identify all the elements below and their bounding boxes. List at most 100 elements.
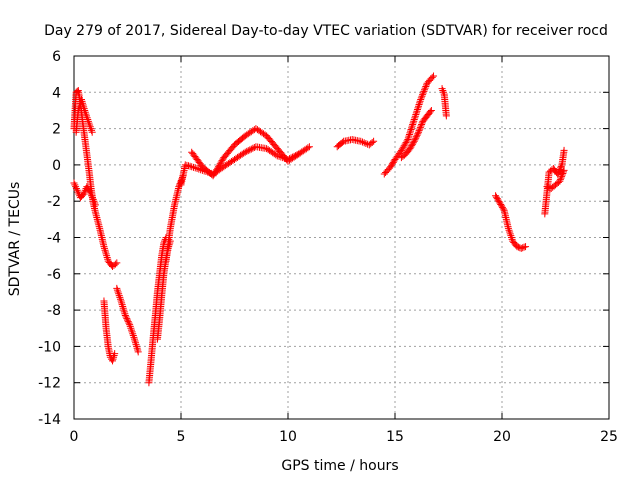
data-point: [559, 169, 567, 177]
data-point: [134, 348, 142, 356]
data-point: [411, 112, 419, 120]
data-point: [556, 164, 564, 172]
data-point: [413, 107, 421, 115]
data-point: [557, 174, 565, 182]
data-point: [134, 346, 142, 354]
data-point: [415, 102, 423, 110]
data-point: [421, 84, 429, 92]
data-point: [79, 99, 87, 107]
data-point: [417, 122, 425, 130]
x-tick-label: 25: [600, 429, 618, 445]
y-tick-label: -8: [47, 303, 61, 319]
data-point: [408, 122, 416, 130]
data-point: [246, 146, 254, 154]
data-point: [86, 188, 94, 196]
data-point: [295, 150, 303, 158]
chart-title: Day 279 of 2017, Sidereal Day-to-day VTE…: [44, 23, 608, 39]
data-point: [412, 111, 420, 119]
data-point: [519, 244, 527, 252]
data-point: [132, 341, 140, 349]
data-point: [119, 304, 127, 312]
series-arc-d: [100, 297, 119, 365]
data-point: [109, 355, 117, 363]
data-point: [554, 170, 562, 178]
data-point: [84, 117, 92, 125]
data-point: [83, 112, 91, 120]
data-point: [84, 116, 92, 124]
data-point: [505, 226, 513, 234]
data-point: [110, 353, 118, 361]
data-point: [406, 129, 414, 137]
data-point: [498, 202, 506, 210]
data-point: [560, 146, 568, 154]
data-point: [513, 243, 521, 251]
data-point: [506, 230, 514, 238]
data-point: [117, 297, 125, 305]
data-point: [403, 137, 411, 145]
x-tick-label: 10: [279, 429, 297, 445]
data-point: [419, 91, 427, 99]
data-point: [410, 137, 418, 145]
data-point: [409, 119, 417, 127]
data-point: [507, 234, 515, 241]
data-point: [418, 119, 426, 127]
data-point: [388, 160, 396, 168]
data-point: [195, 165, 203, 173]
data-point: [124, 318, 132, 326]
data-point: [560, 166, 568, 174]
data-point: [240, 149, 248, 157]
data-point: [74, 188, 82, 196]
data-point: [556, 165, 564, 173]
data-point: [415, 128, 423, 136]
data-point: [559, 168, 567, 176]
data-point: [422, 81, 430, 89]
data-point: [211, 169, 219, 177]
data-point: [546, 184, 554, 192]
data-point: [492, 192, 500, 200]
grid-lines: [74, 56, 609, 419]
data-point: [129, 330, 137, 338]
data-point: [132, 339, 140, 347]
data-point: [88, 126, 96, 134]
data-point: [419, 89, 427, 97]
series-arc-m: [397, 106, 435, 162]
data-point: [217, 158, 225, 166]
data-point: [387, 163, 395, 171]
data-point: [191, 164, 199, 172]
data-point: [412, 134, 420, 142]
data-point: [416, 124, 424, 132]
data-point: [131, 337, 139, 345]
data-point: [416, 97, 424, 105]
series-arc-c: [72, 96, 96, 136]
data-point: [87, 190, 95, 198]
data-point: [497, 200, 505, 208]
data-point: [79, 101, 87, 109]
y-axis-label: SDTVAR / TECUs: [7, 182, 23, 297]
data-point: [83, 114, 91, 122]
data-point: [209, 172, 217, 180]
data-point: [113, 284, 121, 292]
data-point: [214, 163, 222, 171]
data-point: [91, 199, 99, 207]
series-arc-l: [380, 72, 438, 178]
data-point: [368, 139, 376, 147]
data-point: [416, 125, 424, 133]
data-point: [427, 106, 435, 114]
data-point: [517, 244, 525, 252]
data-point: [412, 133, 420, 141]
data-point: [215, 161, 223, 169]
data-point: [414, 104, 422, 112]
data-point: [120, 306, 128, 314]
y-tick-label: -12: [38, 376, 61, 392]
data-point: [111, 350, 119, 358]
data-point: [273, 152, 281, 160]
series-arc-b: [70, 179, 99, 209]
data-point: [102, 248, 110, 256]
data-point: [103, 252, 111, 260]
data-point: [115, 290, 123, 298]
data-point: [439, 86, 447, 94]
y-tick-label: 4: [52, 85, 61, 101]
data-point: [86, 121, 94, 129]
data-point: [87, 125, 95, 133]
data-point: [88, 128, 96, 136]
